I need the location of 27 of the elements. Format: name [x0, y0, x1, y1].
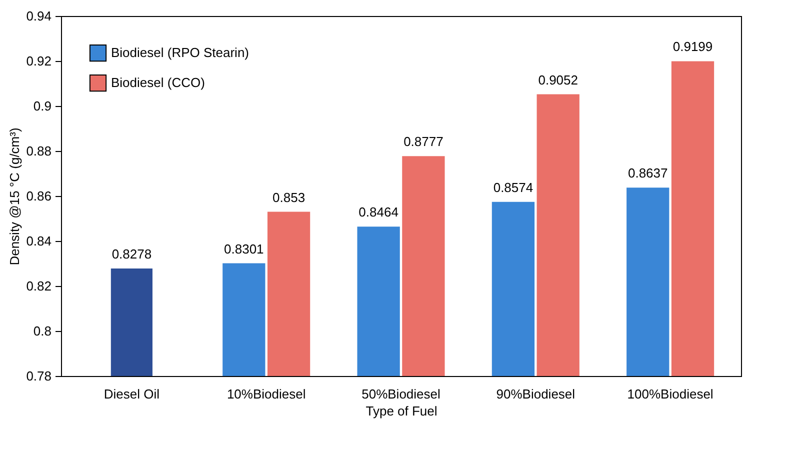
y-axis-title: Density @15 °C (g/cm³) — [7, 128, 22, 266]
y-tick-label: 0.78 — [26, 368, 52, 384]
x-tick-label: 50%Biodiesel — [362, 386, 440, 402]
data-label: 0.8777 — [404, 134, 444, 150]
legend-label: Biodiesel (RPO Stearin) — [111, 45, 249, 60]
data-label: 0.8574 — [493, 180, 534, 195]
data-label: 0.8637 — [628, 166, 668, 181]
y-tick-label: 0.84 — [26, 234, 52, 248]
y-tick-label: 0.92 — [26, 54, 52, 68]
data-label: 0.853 — [272, 190, 306, 205]
y-tick-label: 0.82 — [26, 278, 52, 294]
legend-label: Biodiesel (CCO) — [111, 75, 205, 90]
y-tick-label: 0.86 — [26, 188, 52, 204]
x-tick-label: Diesel Oil — [104, 386, 160, 402]
data-label: 0.9052 — [538, 72, 578, 88]
x-tick-label: 90%Biodiesel — [496, 386, 576, 402]
x-tick-label: 10%Biodiesel — [226, 386, 306, 402]
y-tick-label: 0.88 — [26, 144, 52, 158]
y-tick-label: 0.8 — [33, 324, 52, 338]
data-label: 0.9199 — [672, 39, 713, 54]
x-axis-title: Type of Fuel — [366, 404, 438, 418]
y-tick-label: 0.9 — [33, 98, 52, 114]
y-tick-label: 0.94 — [26, 8, 52, 24]
data-label: 0.8464 — [358, 204, 398, 220]
x-tick-label: 100%Biodiesel — [627, 386, 714, 402]
data-label: 0.8301 — [224, 241, 264, 256]
data-label: 0.8278 — [112, 246, 152, 262]
